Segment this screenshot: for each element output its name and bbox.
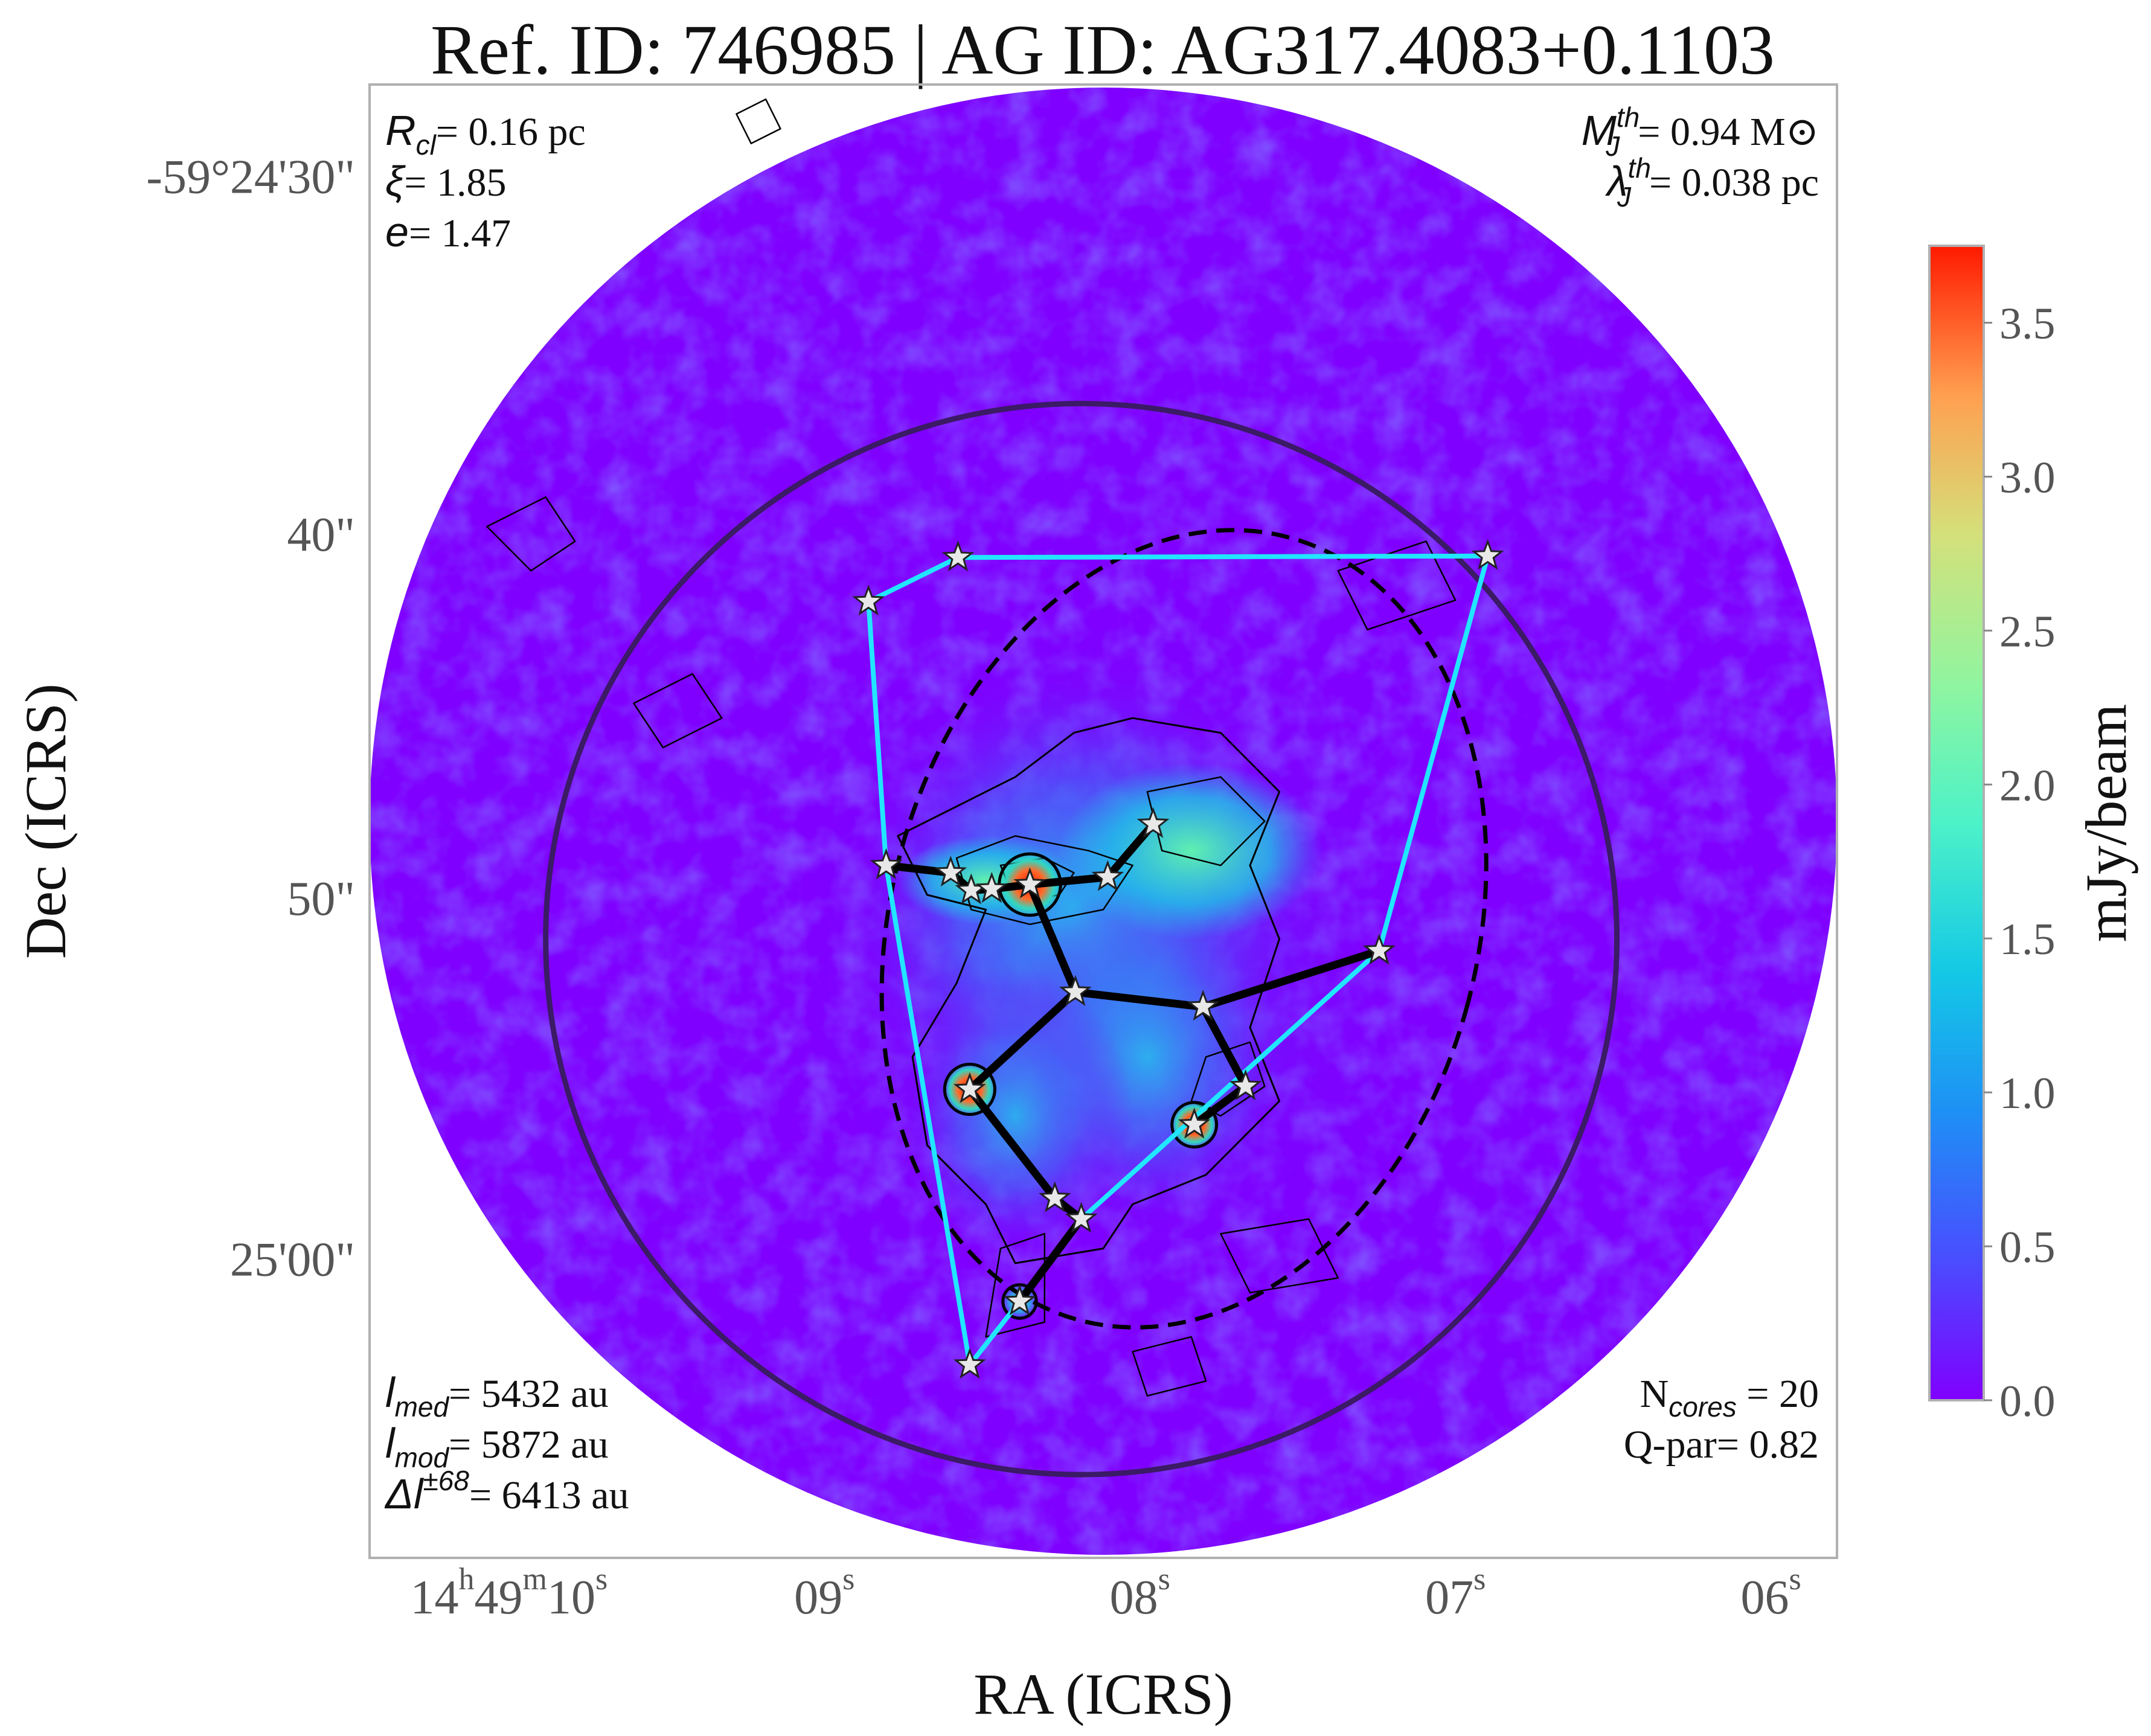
- peak-contour: [1170, 1101, 1219, 1149]
- core-star: [852, 585, 885, 616]
- peak-contour: [943, 1063, 996, 1116]
- core-star: [975, 871, 1008, 903]
- emission-contour: [486, 496, 576, 572]
- core-star: [953, 1348, 986, 1379]
- x-tick-label: 07s: [1425, 1562, 1486, 1624]
- annotation-line: λth J = 0.038 pc: [1604, 152, 1819, 213]
- colorbar-tick-label: 1.5: [1999, 915, 2056, 964]
- emission-contour: [1132, 1336, 1207, 1397]
- mst-edge: [966, 1085, 1059, 1203]
- colorbar-tick-label: 3.5: [1999, 299, 2056, 348]
- y-axis-ticks: -59°24'30" 40" 50" 25'00": [146, 150, 355, 1286]
- emission-contour: [897, 717, 1281, 1264]
- mst-edge: [1190, 1082, 1250, 1129]
- colorbar-tick-label: 2.0: [1999, 761, 2056, 810]
- emission-contour: [736, 98, 781, 144]
- emission-contour: [1220, 1218, 1339, 1294]
- colorbar-tick-label: 0.5: [1999, 1223, 2056, 1272]
- annotation-line: lmod= 5872 au: [385, 1420, 609, 1473]
- core-star: [1059, 975, 1092, 1007]
- core-star: [941, 540, 975, 572]
- hull-edge: [958, 553, 1488, 560]
- core-star: [1091, 860, 1124, 891]
- x-tick-label: 09s: [794, 1562, 854, 1624]
- x-tick-label: 08s: [1110, 1562, 1170, 1624]
- emission-contour: [1190, 1041, 1266, 1117]
- mst-edge: [1026, 873, 1112, 889]
- annotation-line: ξ= 1.85: [385, 158, 507, 205]
- core-star: [1065, 1202, 1098, 1233]
- emission-region: [897, 969, 1133, 1263]
- intensity-map: [370, 88, 1837, 1555]
- hull-edge: [866, 601, 889, 866]
- annotation-line: Δl±68= 6413 au: [384, 1465, 629, 1517]
- core-star: [1471, 539, 1504, 570]
- emission-contour: [955, 835, 1133, 926]
- hull-edge: [867, 555, 960, 604]
- y-tick-label: -59°24'30": [146, 150, 355, 203]
- mst-edge: [1199, 947, 1383, 1011]
- plot-area: [370, 88, 1837, 1555]
- core-star: [1229, 1069, 1262, 1101]
- emission-contour: [1337, 540, 1457, 631]
- hull-edge: [1079, 949, 1381, 1221]
- fit-ellipse: [879, 528, 1489, 1330]
- mst-edge: [966, 988, 1080, 1094]
- annotation-line: Ncores = 20: [1640, 1372, 1819, 1423]
- x-tick-label: 06s: [1741, 1562, 1801, 1624]
- emission-contour: [1146, 776, 1266, 866]
- core-star: [1362, 934, 1396, 965]
- emission-contour: [633, 673, 723, 749]
- core-star: [870, 848, 903, 880]
- colorbar-label: mJy/beam: [2074, 704, 2138, 943]
- annotation-top-left: Rcl= 0.16 pcξ= 1.85e= 1.47: [385, 107, 586, 255]
- y-tick-label: 40": [287, 508, 355, 562]
- core-star: [934, 856, 967, 887]
- core-star: [1038, 1181, 1071, 1212]
- x-axis-ticks: 14h49m10s 09s 08s 07s 06s: [410, 1562, 1801, 1624]
- overlay-layer: [486, 98, 1620, 1478]
- core-star: [1136, 807, 1170, 838]
- chart-title: Ref. ID: 746985 | AG ID: AG317.4083+0.11…: [431, 10, 1775, 89]
- annotation-line: e= 1.47: [385, 208, 511, 255]
- mst-edge: [1026, 880, 1080, 996]
- annotation-line: Rcl= 0.16 pc: [385, 107, 586, 161]
- annotation-line: Q-par= 0.82: [1624, 1423, 1819, 1467]
- mst-edge: [1071, 988, 1207, 1011]
- mst-edge: [1015, 1215, 1086, 1305]
- mst-edge: [1199, 1002, 1250, 1091]
- colorbar-tick-label: 2.5: [1999, 607, 2056, 656]
- annotation-bottom-right: Ncores = 20Q-par= 0.82: [1624, 1372, 1819, 1467]
- core-star: [1178, 1107, 1211, 1139]
- annotation-line: Mth J = 0.94 M⊙: [1582, 101, 1819, 162]
- core-star: [953, 1072, 986, 1104]
- y-tick-label: 50": [287, 873, 355, 926]
- y-axis-label: Dec (ICRS): [13, 684, 78, 959]
- annotation-top-right: Mth J = 0.94 M⊙λth J = 0.038 pc: [1582, 101, 1819, 213]
- core-markers: [852, 539, 1504, 1379]
- x-axis-label: RA (ICRS): [973, 1662, 1233, 1726]
- colorbar-tick-label: 1.0: [1999, 1069, 2056, 1118]
- colorbar-tick-label: 0.0: [1999, 1377, 2056, 1426]
- hull-edge: [883, 865, 972, 1366]
- colorbar-ticks: 0.0 0.5 1.0 1.5 2.0 2.5 3.0 3.5: [1984, 299, 2056, 1426]
- core-star: [1187, 990, 1220, 1021]
- x-tick-label: 14h49m10s: [410, 1562, 607, 1624]
- emission-region: [1059, 762, 1324, 940]
- colorbar: [1928, 245, 1985, 1401]
- y-tick-label: 25'00": [230, 1234, 355, 1287]
- hull-edge: [1376, 555, 1490, 952]
- clump-circle: [543, 400, 1620, 1478]
- core-star: [1013, 867, 1047, 898]
- plot-frame: [368, 83, 1838, 1559]
- annotation-line: lmed= 5432 au: [385, 1369, 609, 1423]
- core-star: [1003, 1284, 1036, 1316]
- colorbar-tick-label: 3.0: [1999, 453, 2056, 502]
- emission-contour: [985, 1232, 1046, 1338]
